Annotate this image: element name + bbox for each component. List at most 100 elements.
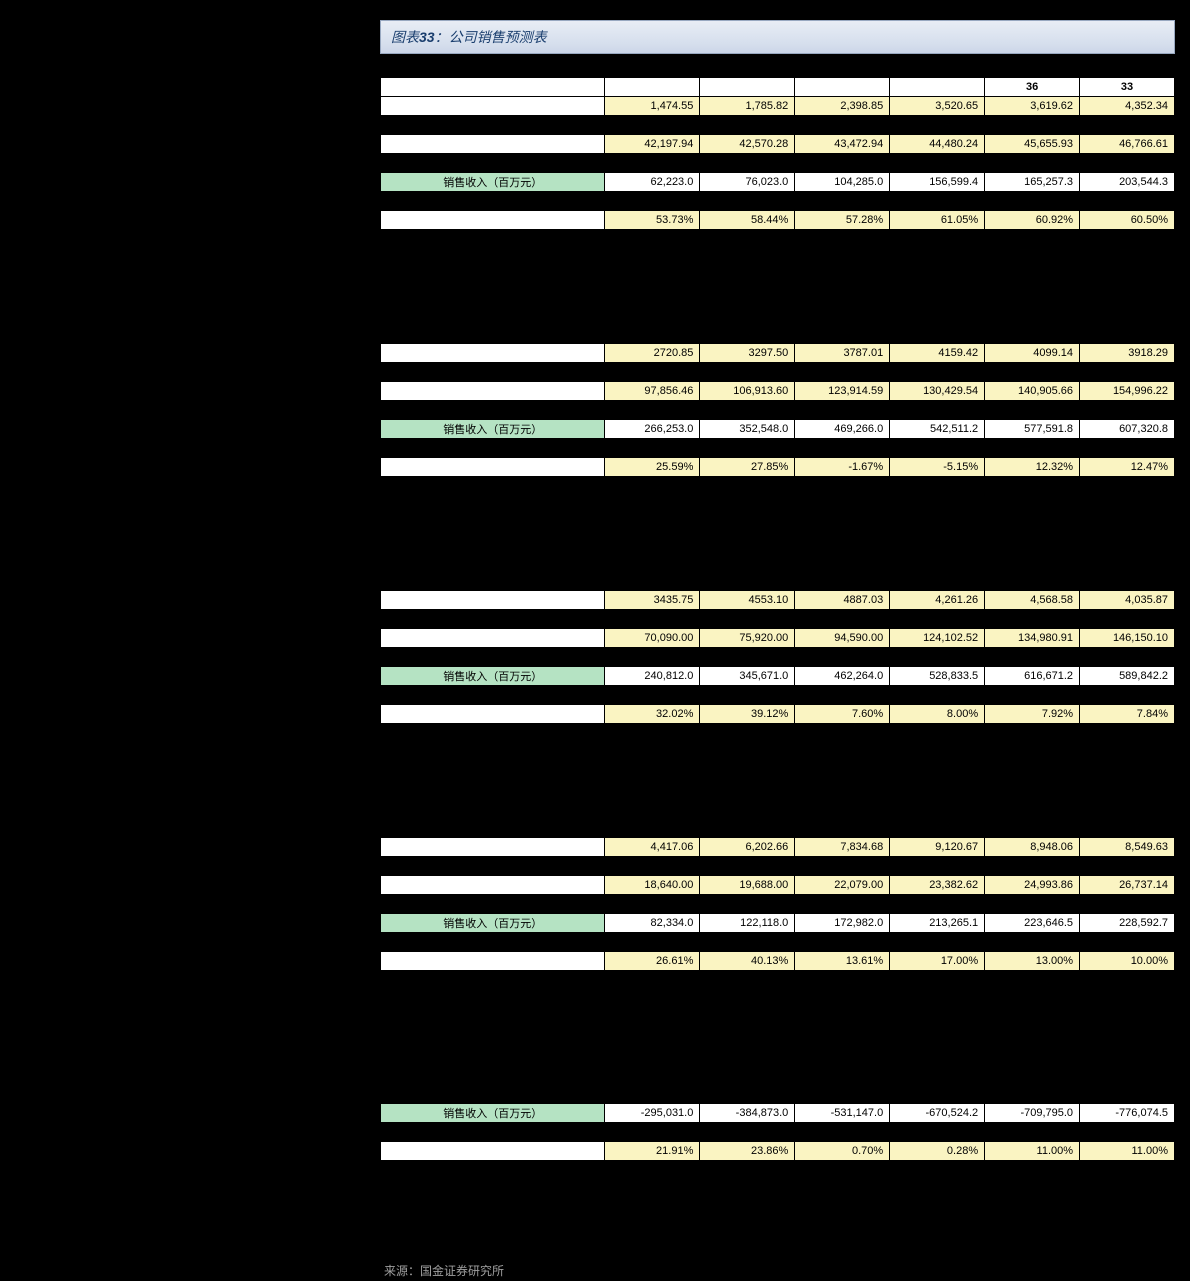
empty-cell (890, 971, 985, 990)
empty-cell (795, 116, 890, 135)
empty-cell (381, 268, 605, 287)
empty-cell (890, 1009, 985, 1028)
data-cell (795, 78, 890, 97)
data-cell: 3,619.62 (985, 97, 1080, 116)
empty-cell (605, 515, 700, 534)
empty-cell (890, 857, 985, 876)
empty-cell (700, 268, 795, 287)
data-cell: -776,074.5 (1080, 1104, 1175, 1123)
empty-cell (1080, 192, 1175, 211)
empty-cell (605, 1047, 700, 1066)
empty-cell (985, 743, 1080, 762)
empty-cell (700, 762, 795, 781)
data-cell: 39.12% (700, 705, 795, 724)
data-cell: 2,398.85 (795, 97, 890, 116)
empty-cell (700, 496, 795, 515)
empty-cell (985, 496, 1080, 515)
empty-cell (1080, 895, 1175, 914)
empty-cell (890, 1047, 985, 1066)
data-cell: 6,202.66 (700, 838, 795, 857)
empty-cell (700, 401, 795, 420)
data-cell: 165,257.3 (985, 173, 1080, 192)
table-row: 销售收入（百万元）240,812.0345,671.0462,264.0528,… (381, 667, 1175, 686)
table-row (381, 990, 1175, 1009)
data-cell: -5.15% (890, 458, 985, 477)
empty-cell (795, 743, 890, 762)
table-row (381, 648, 1175, 667)
empty-cell (700, 800, 795, 819)
empty-cell (605, 762, 700, 781)
empty-cell (985, 363, 1080, 382)
data-cell: 7,834.68 (795, 838, 890, 857)
empty-cell (381, 325, 605, 344)
empty-cell (605, 819, 700, 838)
empty-cell (795, 439, 890, 458)
data-cell: 203,544.3 (1080, 173, 1175, 192)
empty-cell (700, 477, 795, 496)
empty-cell (605, 192, 700, 211)
empty-cell (1080, 439, 1175, 458)
table-row (381, 781, 1175, 800)
data-cell: 60.92% (985, 211, 1080, 230)
data-cell: 3787.01 (795, 344, 890, 363)
data-cell: 61.05% (890, 211, 985, 230)
empty-cell (985, 648, 1080, 667)
empty-cell (795, 762, 890, 781)
table-row: 3435.754553.104887.034,261.264,568.584,0… (381, 591, 1175, 610)
empty-cell (605, 800, 700, 819)
empty-cell (1080, 515, 1175, 534)
data-cell: 21.91% (605, 1142, 700, 1161)
empty-cell (795, 249, 890, 268)
table-row: 53.73%58.44%57.28%61.05%60.92%60.50% (381, 211, 1175, 230)
empty-cell (700, 553, 795, 572)
empty-cell (985, 534, 1080, 553)
empty-cell (381, 439, 605, 458)
table-row (381, 1123, 1175, 1142)
empty-cell (985, 1085, 1080, 1104)
empty-cell (605, 990, 700, 1009)
empty-cell (381, 477, 605, 496)
table-row: 18,640.0019,688.0022,079.0023,382.6224,9… (381, 876, 1175, 895)
table-row: 97,856.46106,913.60123,914.59130,429.541… (381, 382, 1175, 401)
data-cell: 123,914.59 (795, 382, 890, 401)
data-cell: 130,429.54 (890, 382, 985, 401)
data-cell: 106,913.60 (700, 382, 795, 401)
empty-cell (381, 534, 605, 553)
row-label (381, 458, 605, 477)
empty-cell (700, 306, 795, 325)
data-cell: 607,320.8 (1080, 420, 1175, 439)
empty-cell (985, 306, 1080, 325)
data-cell: 4159.42 (890, 344, 985, 363)
empty-cell (1080, 1123, 1175, 1142)
empty-cell (795, 1028, 890, 1047)
empty-cell (1080, 1161, 1175, 1180)
empty-cell (381, 1066, 605, 1085)
empty-cell (605, 59, 700, 78)
row-label (381, 705, 605, 724)
empty-cell (605, 363, 700, 382)
empty-cell (985, 439, 1080, 458)
empty-cell (381, 1009, 605, 1028)
empty-cell (700, 724, 795, 743)
empty-cell (795, 724, 890, 743)
empty-cell (381, 1180, 605, 1199)
data-cell: 8,549.63 (1080, 838, 1175, 857)
empty-cell (1080, 154, 1175, 173)
empty-cell (985, 1237, 1080, 1256)
empty-cell (700, 249, 795, 268)
empty-cell (795, 534, 890, 553)
table-row (381, 59, 1175, 78)
empty-cell (700, 287, 795, 306)
empty-cell (605, 781, 700, 800)
empty-cell (1080, 648, 1175, 667)
empty-cell (605, 1028, 700, 1047)
data-cell: 140,905.66 (985, 382, 1080, 401)
empty-cell (700, 857, 795, 876)
empty-cell (1080, 1085, 1175, 1104)
data-cell: 32.02% (605, 705, 700, 724)
empty-cell (605, 553, 700, 572)
empty-cell (700, 990, 795, 1009)
empty-cell (700, 1085, 795, 1104)
empty-cell (605, 1123, 700, 1142)
empty-cell (1080, 971, 1175, 990)
